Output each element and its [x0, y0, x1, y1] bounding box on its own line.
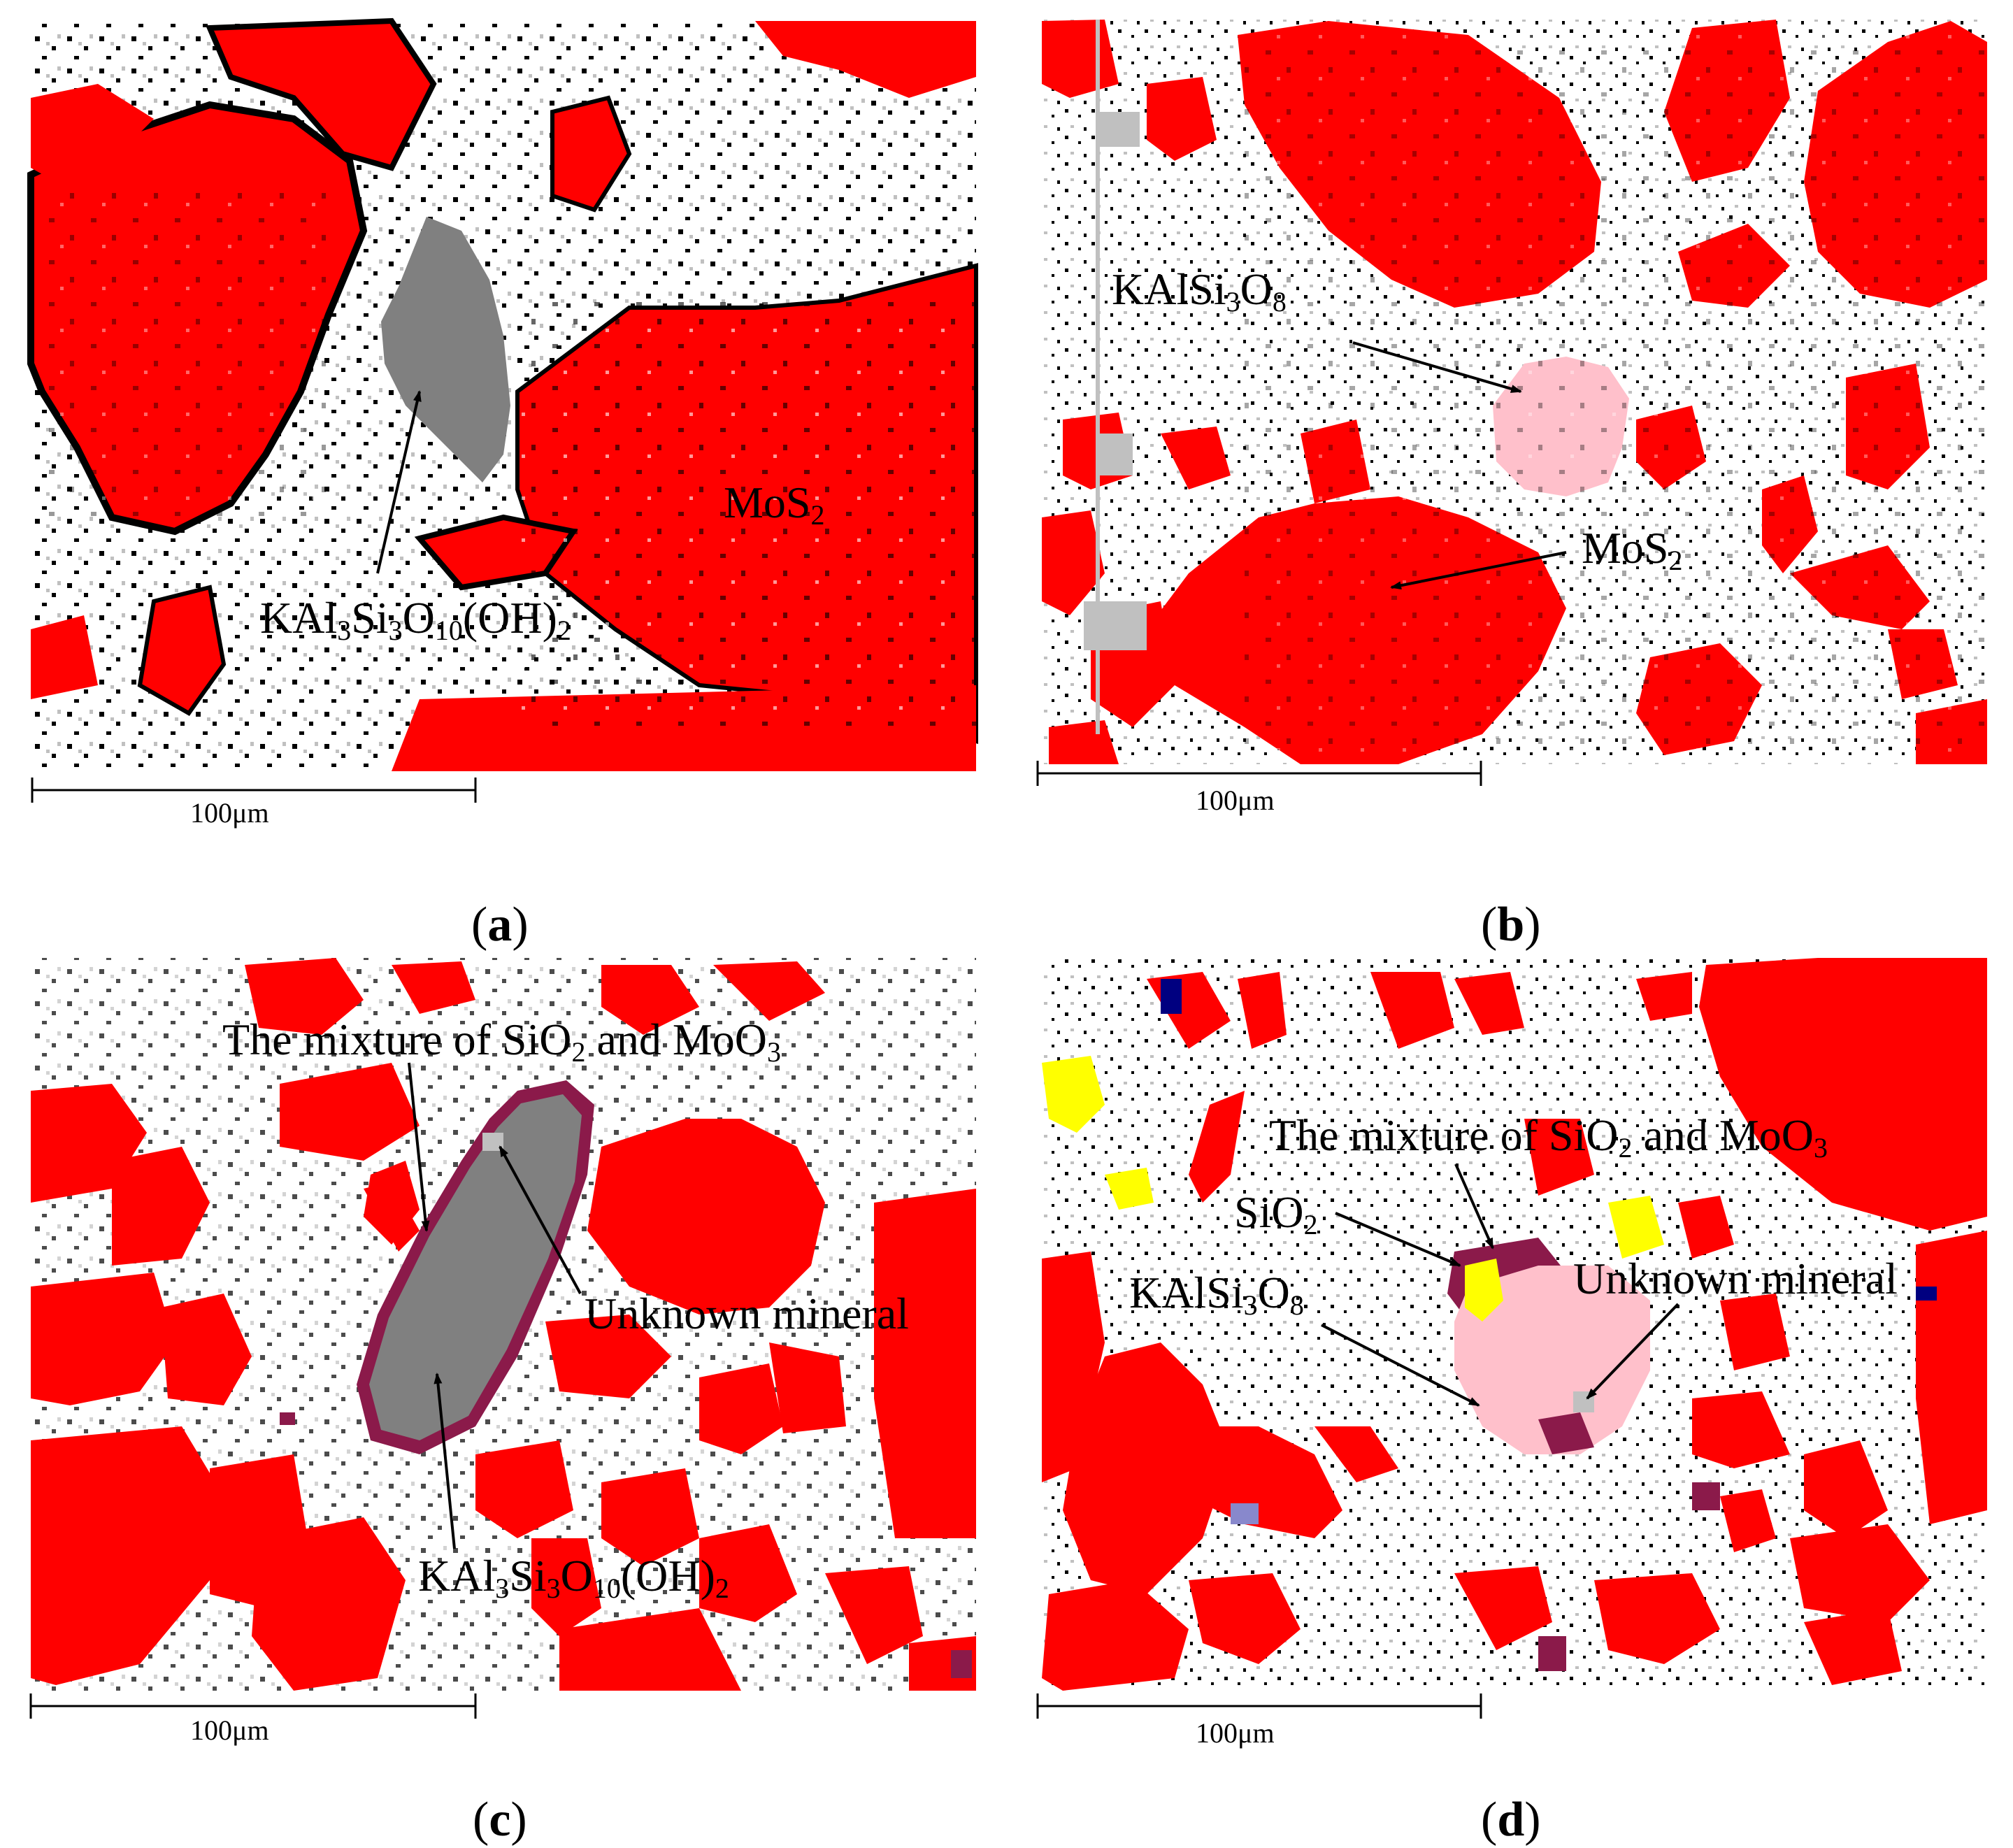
panel-c: The mixture of SiO2 and MoO3 Unknown min… [29, 958, 976, 1847]
panel-a-letter: (a) [471, 898, 529, 952]
panel-d-label-unknown: Unknown mineral [1573, 1254, 1898, 1303]
panel-d-label-mineral1: KAlSi3O8 [1129, 1268, 1304, 1321]
panel-b-scale-label: 100μm [1196, 785, 1275, 816]
panel-a: KAl3Si3O10(OH)2 MoS2 100μm (a) [27, 17, 978, 952]
panel-d-sio2-patch-left [1042, 1056, 1105, 1133]
panel-a-micrograph [27, 17, 978, 771]
panel-d-mos2-grain-left [1063, 1342, 1231, 1594]
panel-c-letter: (c) [473, 1793, 527, 1847]
panel-c-scale-label: 100μm [190, 1714, 269, 1746]
panel-d: The mixture of SiO2 and MoO3 SiO2 KAlSi3… [1036, 958, 1987, 1847]
panel-a-label-mineral1: KAl3Si3O10(OH)2 [260, 593, 571, 646]
panel-d-kfeldspar-grain [1454, 1266, 1650, 1454]
panel-a-muscovite-grain [381, 217, 510, 482]
panel-d-label-mixture: The mixture of SiO2 and MoO3 [1269, 1110, 1828, 1163]
panel-d-micrograph [1042, 958, 1987, 1691]
panel-d-label-sio2: SiO2 [1234, 1187, 1318, 1240]
panel-d-sio2-grain [1465, 1259, 1503, 1321]
panel-b-scale-bar: 100μm [1036, 761, 1482, 816]
panel-a-scale-label: 100μm [190, 797, 269, 829]
panel-a-scale-bar: 100μm [31, 778, 477, 829]
panel-c-label-mineral1: KAl3Si3O10(OH)2 [418, 1551, 729, 1604]
panel-b: KAlSi3O8 MoS2 100μm (b) [1036, 20, 1987, 952]
panel-b-letter: (b) [1481, 898, 1541, 952]
panel-c-mos2-grain-left [31, 1426, 224, 1685]
panel-b-label-mineral1: KAlSi3O8 [1112, 264, 1287, 317]
panel-c-label-unknown: Unknown mineral [585, 1289, 909, 1338]
panel-d-mos2-grain-top-right [1699, 958, 1987, 1231]
panel-b-micrograph [1042, 20, 1987, 764]
panel-d-scale-label: 100μm [1196, 1717, 1275, 1749]
panel-c-scale-bar: 100μm [29, 1693, 477, 1746]
panel-d-letter: (d) [1481, 1793, 1541, 1847]
panel-c-label-mixture: The mixture of SiO2 and MoO3 [222, 1015, 781, 1068]
panel-c-mos2-grain-right [587, 1119, 825, 1315]
panel-b-label-mineral2: MoS2 [1582, 523, 1683, 576]
panel-c-muscovite-grain [369, 1094, 582, 1440]
panel-a-label-mineral2: MoS2 [724, 478, 825, 531]
panel-d-scale-bar: 100μm [1036, 1693, 1482, 1749]
panel-c-micrograph [31, 958, 976, 1691]
